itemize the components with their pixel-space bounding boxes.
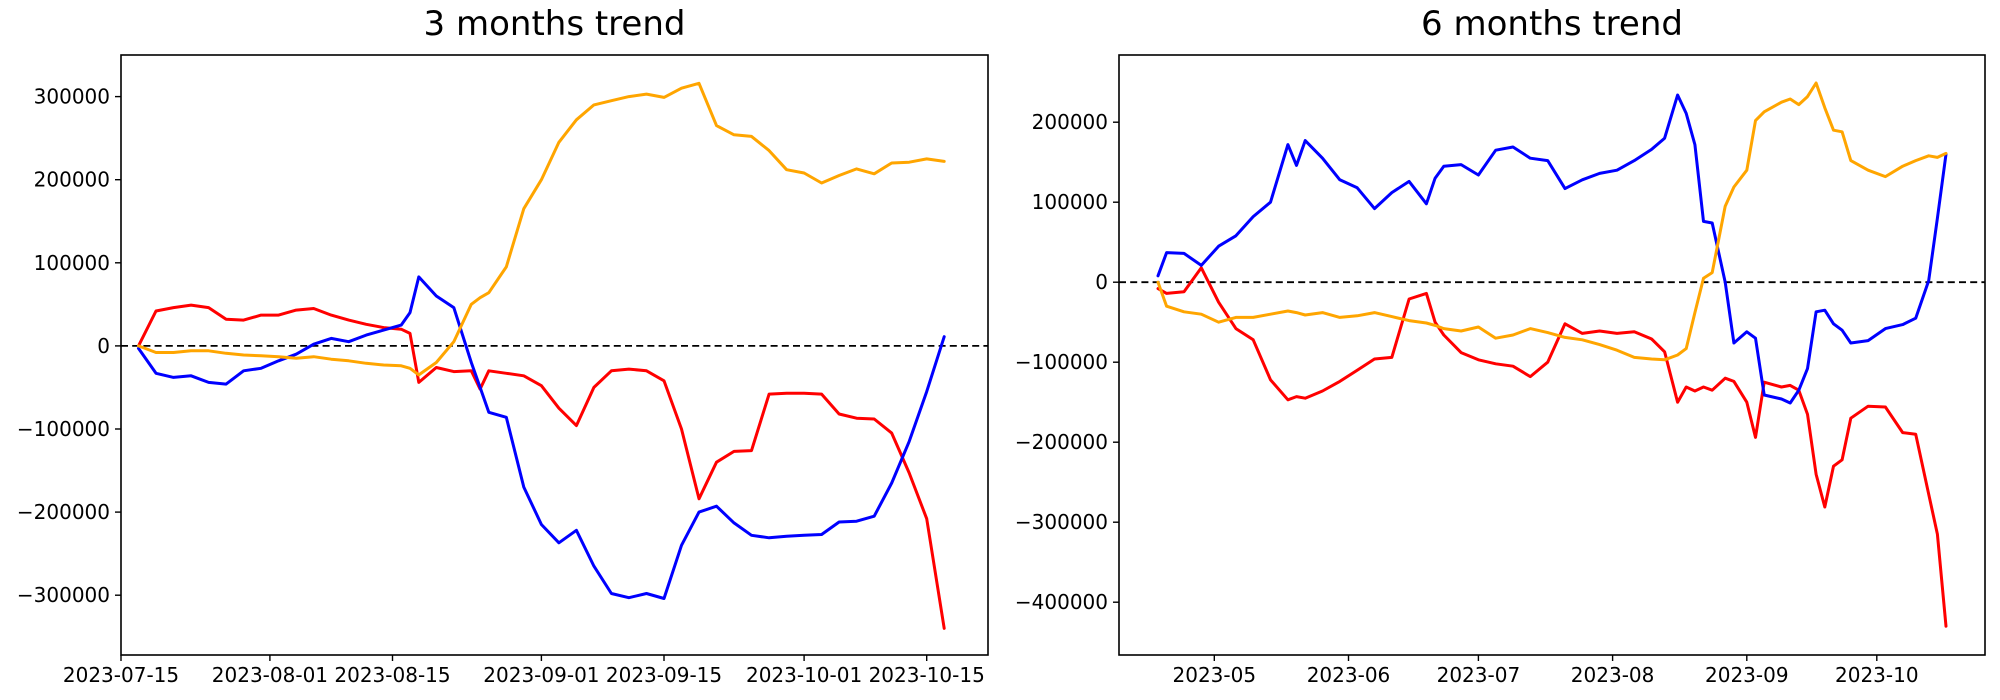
axes-frame <box>120 54 989 656</box>
chart-1: 2023-05 2023-06 2023-07 2023-08 2023-09 2023-… <box>1015 54 1986 687</box>
series-red <box>137 303 946 630</box>
series-blue <box>137 275 946 600</box>
y-tick-label: 200000 <box>1032 110 1108 134</box>
y-tick-label: −300000 <box>17 583 110 607</box>
y-tick-label: −100000 <box>1015 350 1108 374</box>
x-tick-label: 2023-07-15 <box>63 663 179 687</box>
y-tick-label: 200000 <box>34 168 110 192</box>
series-blue <box>1156 93 1948 405</box>
x-tick-label: 2023-10-01 <box>746 663 862 687</box>
x-tick-label: 2023-08-01 <box>212 663 328 687</box>
y-tick-label: −400000 <box>1015 590 1108 614</box>
y-tick-label: −200000 <box>1015 430 1108 454</box>
y-tick-label: 300000 <box>34 85 110 109</box>
x-tick-label: 2023-07 <box>1437 663 1521 687</box>
chart-0: 2023-07-15 2023-08-01 2023-08-15 2023-09-01… <box>17 54 989 687</box>
series-orange <box>1156 81 1948 362</box>
y-tick-label: 100000 <box>1032 190 1108 214</box>
series-red <box>1156 266 1948 628</box>
x-tick-label: 2023-08-15 <box>334 663 450 687</box>
chart-title-6-months: 6 months trend <box>1421 4 1683 44</box>
x-tick-label: 2023-10-15 <box>869 663 985 687</box>
x-tick-label: 2023-09 <box>1705 663 1789 687</box>
x-tick-label: 2023-09-15 <box>606 663 722 687</box>
chart-title-3-months: 3 months trend <box>423 4 686 44</box>
x-tick-label: 2023-05 <box>1173 663 1257 687</box>
y-tick-label: 100000 <box>34 251 110 275</box>
x-tick-label: 2023-08 <box>1571 663 1655 687</box>
x-tick-label: 2023-09-01 <box>483 663 599 687</box>
x-tick-label: 2023-10 <box>1835 663 1919 687</box>
series-orange <box>137 81 946 377</box>
y-tick-label: −300000 <box>1015 510 1108 534</box>
y-tick-label: 0 <box>1095 270 1108 294</box>
x-tick-label: 2023-06 <box>1307 663 1391 687</box>
y-tick-label: −200000 <box>17 500 110 524</box>
y-tick-label: 0 <box>97 334 110 358</box>
axes-frame <box>1118 54 1986 656</box>
y-tick-label: −100000 <box>17 417 110 441</box>
